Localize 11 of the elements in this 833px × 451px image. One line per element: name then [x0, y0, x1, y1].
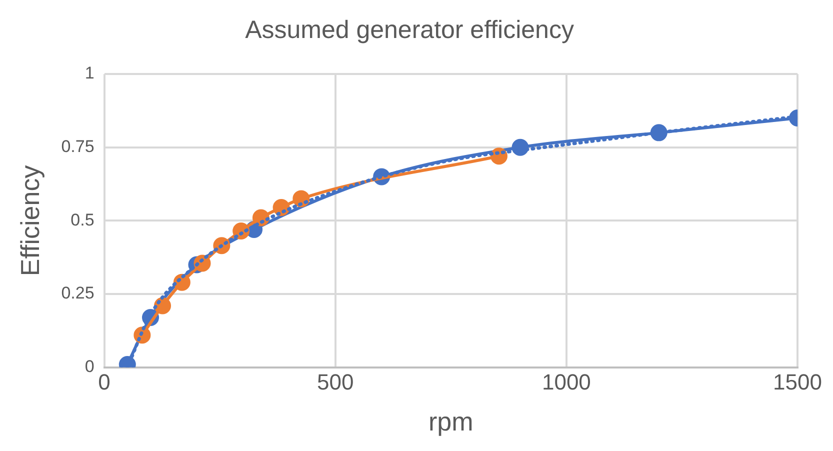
y-tick-label: 1	[84, 64, 94, 83]
y-tick-label: 0.5	[70, 210, 94, 230]
x-tick-label: 1000	[542, 370, 591, 395]
x-tick-label: 1500	[773, 370, 822, 395]
x-tick-label: 500	[317, 370, 354, 395]
y-tick-label: 0.75	[61, 137, 94, 156]
y-tick-label: 0.25	[61, 284, 94, 303]
y-axis-title: Efficiency	[14, 165, 45, 276]
chart-title: Assumed generator efficiency	[245, 16, 574, 44]
y-tick-label: 0	[84, 357, 94, 376]
x-axis-title: rpm	[428, 406, 474, 437]
